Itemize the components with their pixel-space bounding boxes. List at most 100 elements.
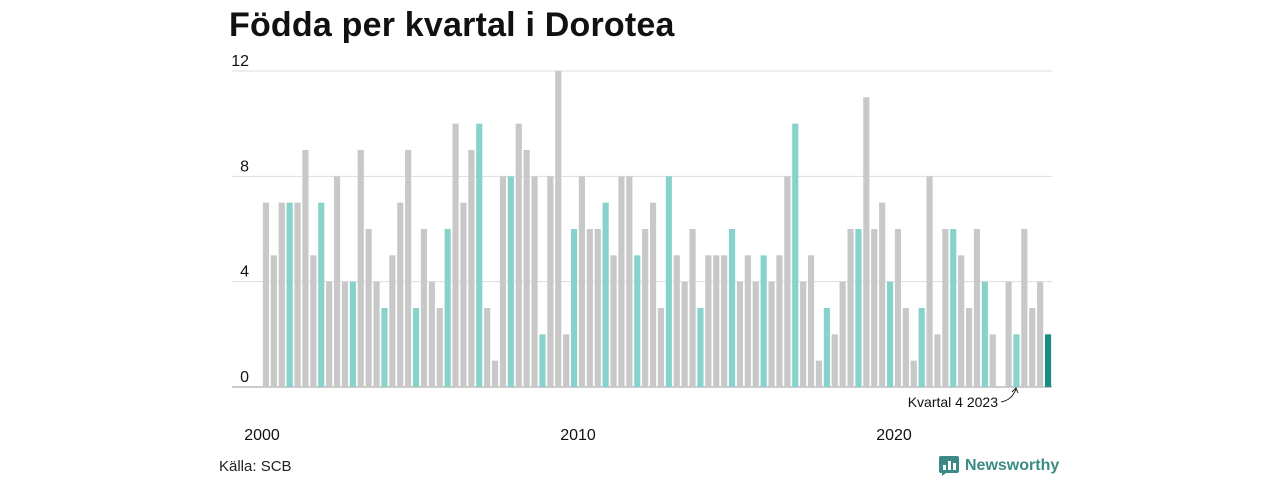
bar bbox=[776, 255, 783, 387]
bar bbox=[768, 281, 775, 387]
bar bbox=[721, 255, 728, 387]
bar bbox=[894, 229, 902, 387]
bar bbox=[989, 334, 996, 387]
bars bbox=[262, 71, 1052, 388]
bar bbox=[1021, 229, 1028, 387]
bar bbox=[389, 255, 396, 387]
bar bbox=[412, 308, 420, 387]
bar bbox=[594, 229, 601, 387]
bar bbox=[602, 202, 609, 387]
bar bbox=[728, 229, 736, 387]
bar bbox=[563, 334, 570, 387]
y-tick-label: 4 bbox=[240, 264, 249, 281]
bar bbox=[744, 255, 751, 387]
annotation-arrow bbox=[1000, 387, 1019, 403]
bar bbox=[634, 255, 641, 387]
bar bbox=[681, 281, 688, 387]
bar bbox=[673, 255, 680, 387]
bar bbox=[800, 281, 807, 387]
bar bbox=[886, 281, 894, 387]
bar bbox=[879, 202, 886, 387]
bar bbox=[934, 334, 941, 387]
source-note: Källa: SCB bbox=[219, 458, 292, 475]
bar bbox=[436, 308, 443, 387]
bar bbox=[855, 229, 862, 387]
highlight-annotation: Kvartal 4 2023 bbox=[908, 387, 1019, 410]
bar bbox=[792, 123, 799, 388]
title: Födda per kvartal i Dorotea bbox=[229, 6, 675, 44]
bar bbox=[523, 150, 530, 387]
bar bbox=[547, 176, 554, 387]
brand-name: Newsworthy bbox=[965, 457, 1060, 474]
bar bbox=[349, 281, 356, 387]
bar bbox=[476, 123, 483, 388]
x-tick-label: 2000 bbox=[244, 427, 280, 444]
bar bbox=[586, 229, 593, 387]
x-axis-ticks: 2000 2010 2020 bbox=[244, 427, 912, 444]
bar bbox=[555, 71, 562, 387]
bar bbox=[460, 202, 467, 387]
bar bbox=[926, 176, 933, 387]
bar bbox=[262, 202, 270, 387]
bar bbox=[713, 255, 720, 387]
bar bbox=[468, 150, 475, 387]
y-axis-ticks: 0 4 8 12 bbox=[231, 53, 249, 386]
bar bbox=[333, 176, 341, 387]
bar bbox=[871, 229, 878, 387]
bar bbox=[286, 202, 293, 387]
bar bbox=[958, 255, 965, 387]
bar bbox=[626, 176, 633, 387]
annotation-label: Kvartal 4 2023 bbox=[908, 394, 998, 410]
bar bbox=[1013, 334, 1020, 387]
bar bbox=[310, 255, 317, 387]
bar bbox=[839, 281, 846, 387]
bar bbox=[618, 176, 625, 387]
bar bbox=[302, 150, 309, 387]
bar bbox=[484, 308, 491, 387]
bar bbox=[373, 281, 380, 387]
bar bbox=[326, 281, 333, 387]
bar bbox=[831, 334, 838, 387]
bar bbox=[491, 360, 499, 387]
bar bbox=[752, 281, 759, 387]
bar bbox=[294, 202, 301, 387]
bar bbox=[1037, 281, 1044, 387]
bar bbox=[902, 308, 909, 387]
bar bbox=[760, 255, 767, 387]
bar bbox=[665, 176, 672, 387]
bar bbox=[705, 255, 712, 387]
bar bbox=[397, 202, 404, 387]
y-tick-label: 12 bbox=[231, 53, 249, 70]
bar bbox=[973, 229, 981, 387]
y-tick-label: 8 bbox=[240, 158, 249, 175]
bar bbox=[278, 202, 285, 387]
bar bbox=[847, 229, 854, 387]
bar bbox=[270, 255, 277, 387]
bar bbox=[649, 202, 657, 387]
bar bbox=[1005, 281, 1012, 387]
x-tick-label: 2010 bbox=[560, 427, 596, 444]
bar bbox=[807, 255, 815, 387]
bar bbox=[950, 229, 957, 387]
bar bbox=[1029, 308, 1036, 387]
bar bbox=[365, 229, 372, 387]
bar bbox=[531, 176, 538, 387]
bar bbox=[405, 150, 412, 387]
bar bbox=[539, 334, 546, 387]
bar bbox=[642, 229, 649, 387]
bar bbox=[610, 255, 617, 387]
bar bbox=[736, 281, 744, 387]
bar bbox=[863, 97, 870, 387]
bar bbox=[578, 176, 586, 387]
bar bbox=[507, 176, 514, 387]
y-tick-label: 0 bbox=[240, 369, 249, 386]
bar bbox=[689, 229, 696, 387]
bar bbox=[318, 202, 325, 387]
bar bbox=[784, 176, 791, 387]
bar bbox=[657, 308, 665, 387]
bar bbox=[570, 229, 578, 387]
bar bbox=[697, 308, 704, 387]
bar bbox=[1044, 334, 1052, 387]
bar bbox=[444, 229, 451, 387]
